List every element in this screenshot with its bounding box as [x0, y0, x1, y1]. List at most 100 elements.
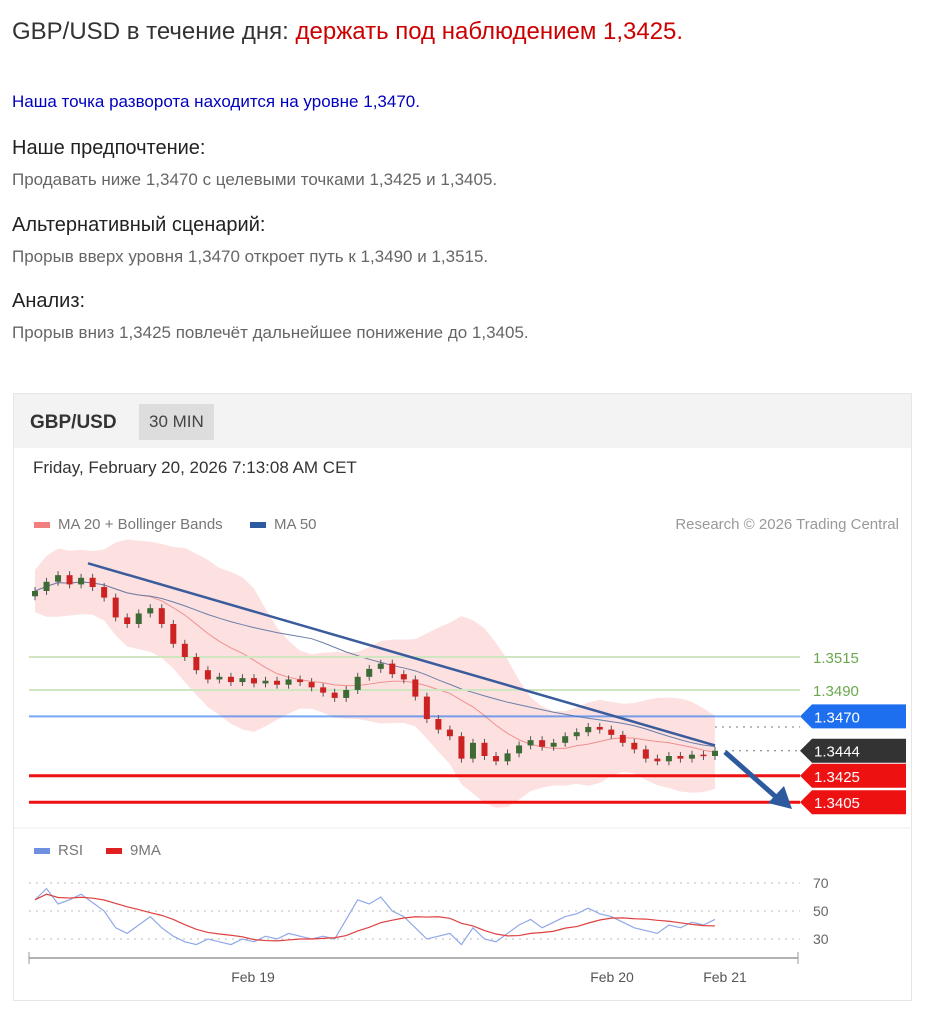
legend-label: MA 20 + Bollinger Bands — [58, 516, 223, 533]
candle — [562, 736, 569, 743]
candle — [285, 679, 292, 685]
candle — [331, 692, 338, 698]
legend-swatch — [106, 848, 122, 855]
candle — [700, 754, 707, 757]
level-tag — [800, 790, 906, 815]
candle — [573, 732, 580, 737]
candle — [55, 575, 62, 582]
x-tick: Feb 19 — [231, 969, 275, 985]
level-tag-label: 1.3470 — [814, 709, 860, 726]
legend-swatch — [250, 522, 266, 529]
pivot-text: Наша точка разворота находится на уровне… — [12, 92, 420, 111]
x-tick: Feb 20 — [590, 969, 634, 985]
chart-datetime: Friday, February 20, 2026 7:13:08 AM CET — [33, 458, 357, 477]
level-tag — [800, 704, 906, 729]
timeframe-badge[interactable]: 30 MIN — [139, 404, 214, 440]
candle — [181, 643, 188, 657]
candle — [297, 679, 304, 683]
candle — [504, 753, 511, 762]
candle — [227, 676, 234, 683]
legend-ma20: MA 20 + Bollinger Bands — [34, 516, 223, 533]
chart-header: GBP/USD 30 MIN — [14, 394, 911, 448]
candle — [158, 608, 165, 624]
x-tick: Feb 21 — [703, 969, 747, 985]
ma50-line — [34, 581, 716, 747]
candle — [354, 676, 361, 690]
page-title: GBP/USD в течение дня: держать под наблю… — [12, 18, 683, 46]
candle — [366, 668, 373, 677]
candle — [124, 617, 131, 624]
candle — [493, 756, 500, 762]
level-tag-label: 1.3425 — [814, 769, 860, 786]
candle — [274, 680, 281, 685]
candle — [262, 680, 269, 684]
bollinger-band — [35, 539, 715, 808]
candle — [458, 736, 465, 759]
legend-swatch — [34, 522, 50, 529]
candle — [112, 597, 119, 618]
candle — [78, 577, 85, 585]
candle — [446, 729, 453, 737]
candle — [642, 749, 649, 759]
alternative-heading: Альтернативный сценарий: — [12, 214, 266, 236]
analysis-text: Прорыв вниз 1,3425 повлечёт дальнейшее п… — [12, 323, 529, 342]
candle — [585, 726, 592, 733]
rsi-tick: 70 — [813, 875, 829, 891]
candle — [550, 742, 557, 747]
alternative-text: Прорыв вверх уровня 1,3470 откроет путь … — [12, 247, 489, 266]
candle — [412, 679, 419, 697]
candle — [677, 756, 684, 759]
rsi-tick: 30 — [813, 931, 829, 947]
legend-rsi: RSI — [34, 842, 83, 859]
candle — [527, 740, 534, 746]
rsi-tick: 50 — [813, 903, 829, 919]
candle — [400, 674, 407, 680]
candle — [135, 613, 142, 624]
candle — [89, 577, 96, 588]
legend-label: RSI — [58, 842, 84, 859]
candle — [481, 742, 488, 756]
candle — [688, 754, 695, 759]
candle — [654, 758, 661, 762]
forecast-arrow-head — [768, 786, 792, 809]
candle — [619, 734, 626, 743]
level-label: 1.3490 — [813, 683, 859, 700]
candle — [250, 678, 257, 684]
legend-ma50: MA 50 — [250, 516, 317, 533]
candle — [435, 719, 442, 730]
legend-label: MA 50 — [274, 516, 317, 533]
candle — [239, 678, 246, 683]
legend-swatch — [34, 848, 50, 855]
candle — [516, 745, 523, 754]
candle — [193, 657, 200, 671]
level-tag — [800, 763, 906, 788]
candle — [101, 587, 108, 598]
forecast-arrow — [723, 750, 778, 799]
candle — [170, 624, 177, 644]
rsi-line — [34, 887, 716, 946]
candle — [389, 663, 396, 675]
level-tag-label: 1.3405 — [814, 795, 860, 812]
candle — [32, 591, 38, 597]
candle — [469, 742, 476, 759]
candle — [665, 756, 672, 762]
candle — [147, 608, 154, 614]
legend-label: 9MA — [130, 842, 161, 859]
candle — [596, 726, 603, 730]
level-tag-label: 1.3444 — [814, 744, 860, 761]
candle — [631, 742, 638, 750]
candle — [66, 575, 73, 585]
analysis-heading: Анализ: — [12, 290, 86, 312]
candle — [377, 663, 384, 669]
candle — [204, 670, 211, 680]
legend-9ma: 9MA — [106, 842, 161, 859]
title-prefix: GBP/USD в течение дня: — [12, 18, 296, 45]
candle — [320, 687, 327, 693]
level-label: 1.3515 — [813, 650, 859, 667]
rsi-9ma-line — [34, 893, 716, 942]
candle — [216, 676, 223, 680]
candle — [343, 690, 350, 698]
trend-line — [87, 562, 716, 747]
chart-panel: GBP/USD 30 MIN Friday, February 20, 2026… — [13, 393, 912, 1001]
